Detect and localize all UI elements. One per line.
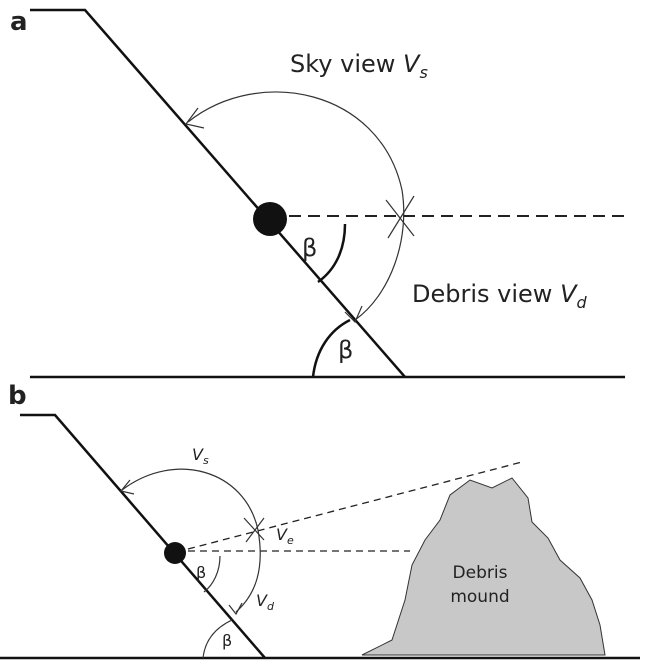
subscript: d — [576, 293, 587, 312]
arrow — [344, 305, 363, 324]
angle-label: β — [222, 631, 232, 650]
debris-view-label: Debris view Vd — [412, 280, 587, 312]
sky-view-label: Sky view Vs — [290, 50, 428, 82]
slope — [20, 413, 266, 659]
subscript: s — [419, 63, 427, 82]
debris-view-label: Vd — [256, 591, 275, 613]
excluded-view-label: Ve — [276, 525, 294, 547]
sky-view-label: Vs — [192, 445, 209, 467]
subscript: e — [287, 534, 294, 547]
panel-label: a — [10, 7, 28, 37]
subscript: s — [203, 454, 209, 467]
label-text: Sky view — [290, 50, 395, 78]
arrow — [228, 602, 243, 616]
mound-label: Debris — [453, 563, 508, 583]
panel-label: b — [8, 381, 27, 411]
cross — [243, 517, 265, 541]
subscript: d — [267, 600, 275, 613]
point — [164, 542, 186, 564]
arrow — [119, 479, 135, 495]
angle-label: β — [302, 234, 317, 262]
symbol: V — [403, 50, 421, 78]
angle-label: β — [196, 563, 206, 582]
debris-mound — [361, 477, 606, 656]
view-arc — [121, 468, 261, 613]
symbol: V — [560, 280, 578, 308]
panel-b: b β β Vs Ve Vd Debris mound — [0, 381, 640, 660]
angle-arc — [311, 318, 351, 378]
symbol: V — [192, 445, 204, 464]
angle-arc — [202, 619, 233, 659]
cross — [245, 517, 265, 543]
slope — [30, 8, 406, 378]
angle-arc — [203, 555, 221, 593]
mound-horizon — [187, 461, 523, 550]
angle-label: β — [338, 336, 353, 364]
panel-a: a β β Sky view Vs Debris view Vd — [10, 7, 625, 379]
view-arc — [187, 91, 405, 321]
angle-arc — [317, 223, 347, 284]
cross — [387, 195, 415, 239]
mound-label: mound — [450, 587, 509, 607]
arrow — [184, 107, 205, 129]
symbol: V — [256, 591, 268, 610]
label-text: Debris view — [412, 280, 552, 308]
symbol: V — [276, 525, 288, 544]
point — [253, 202, 287, 236]
